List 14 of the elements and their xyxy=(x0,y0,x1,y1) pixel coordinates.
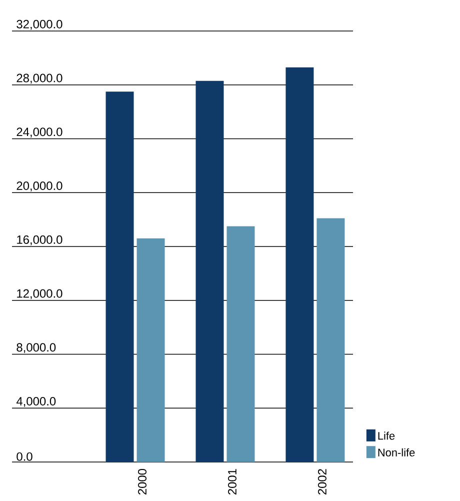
legend-label: Life xyxy=(378,432,395,440)
y-tick-label: 20,000.0 xyxy=(16,182,62,192)
y-tick-label: 8,000.0 xyxy=(16,343,56,354)
y-tick-label: 16,000.0 xyxy=(17,235,62,246)
y-tick-label: 28,000.0 xyxy=(16,74,62,84)
y-tick-label: 32,000.0 xyxy=(16,20,62,30)
y-tick-label: 24,000.0 xyxy=(16,128,62,138)
legend-label: Non-life xyxy=(378,448,415,456)
x-tick-label: 2001 xyxy=(228,469,236,495)
y-tick-label: 12,000.0 xyxy=(17,289,62,300)
y-tick-label: 4,000.0 xyxy=(16,397,56,407)
x-tick-label: 2000 xyxy=(138,468,146,495)
x-tick-label: 2002 xyxy=(318,469,326,495)
y-tick-label: 0.0 xyxy=(16,452,32,461)
